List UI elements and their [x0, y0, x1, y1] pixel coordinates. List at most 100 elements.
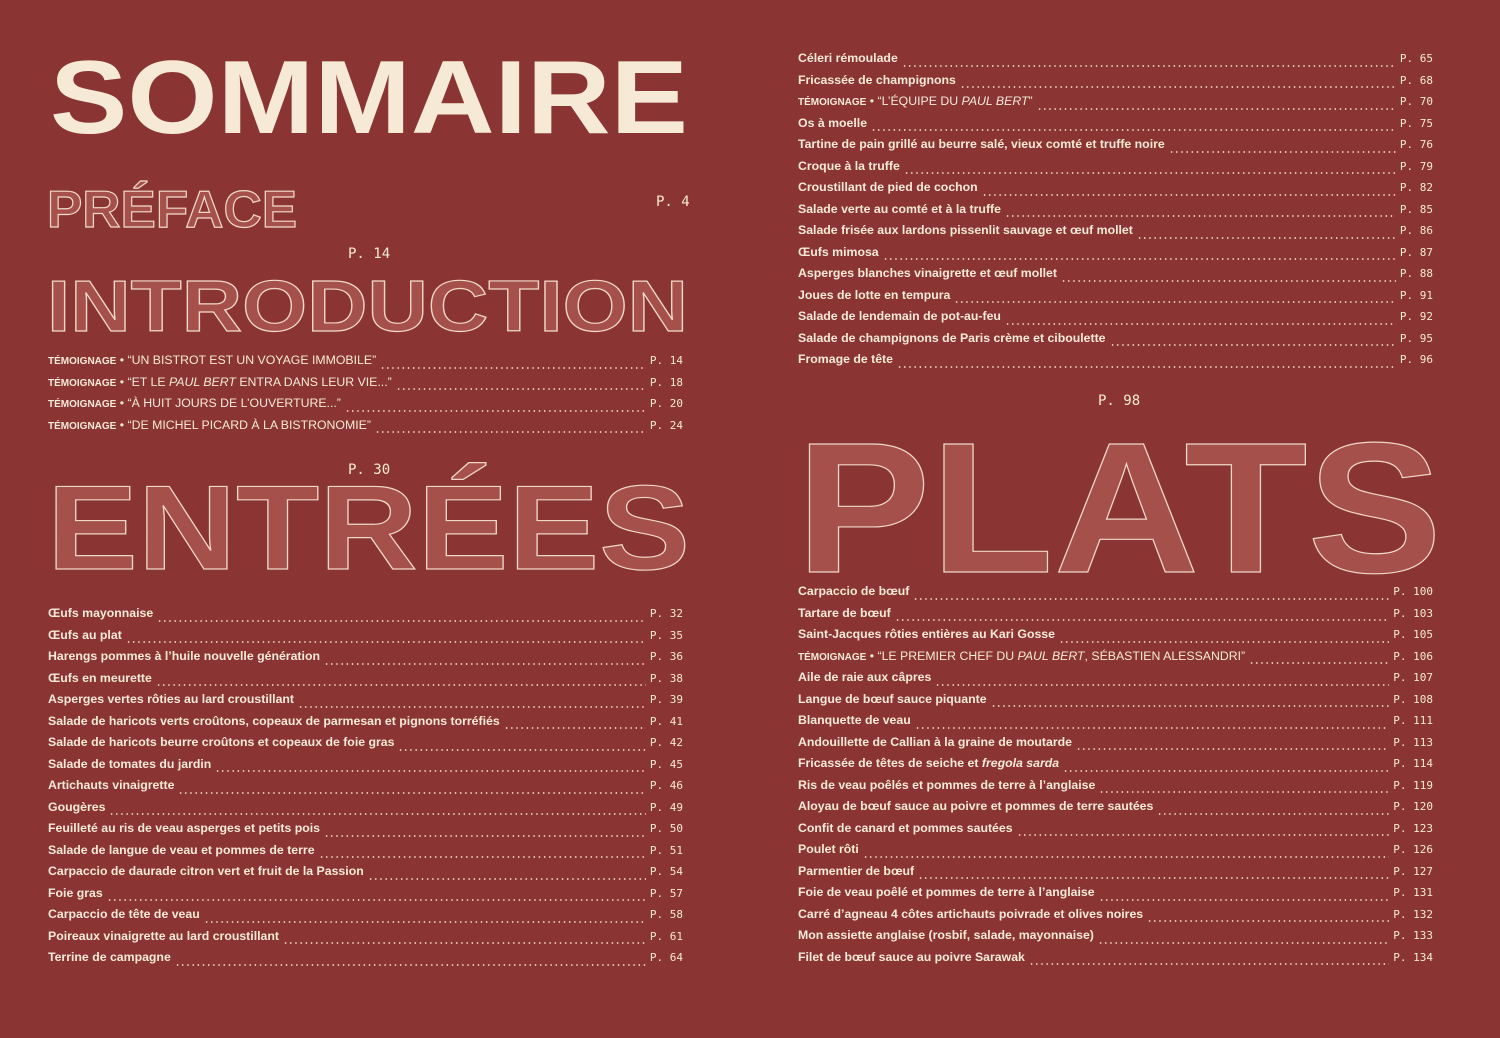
dot-leader — [1099, 791, 1390, 793]
dot-leader — [503, 727, 646, 729]
toc-entry-text: Os à moelle — [798, 115, 868, 130]
dot-leader — [380, 366, 646, 369]
testimony-tag: TÉMOIGNAGE — [798, 651, 867, 663]
toc-entry-page: P. 65 — [1399, 52, 1433, 65]
toc-entry-page: P. 54 — [649, 865, 683, 878]
toc-entry-label: Carpaccio de bœuf — [798, 584, 909, 598]
toc-entry-label: TÉMOIGNAGE • “DE MICHEL PICARD À LA BIST… — [48, 418, 371, 432]
toc-entry-page: P. 95 — [1399, 331, 1433, 345]
toc-entry-page: P. 92 — [1399, 310, 1433, 323]
dot-leader — [1168, 150, 1396, 153]
toc-entry-label: Saint-Jacques rôties entières au Kari Go… — [798, 627, 1055, 641]
toc-entry-page: P. 114 — [1393, 757, 1433, 770]
toc-entry-label: Blanquette de veau — [798, 713, 911, 727]
toc-entry: Carpaccio de tête de veau P. 58 — [48, 907, 683, 929]
toc-entry-page: P. 131 — [1393, 886, 1433, 899]
toc-entry: Croustillant de pied de cochon P. 82 — [798, 180, 1433, 202]
toc-entry-text: , SÉBASTIEN ALESSANDRI” — [1084, 648, 1246, 663]
toc-entry-label: Poulet rôti — [798, 842, 859, 856]
toc-entry-page: P. 85 — [1399, 202, 1433, 216]
toc-entry-page: P. 134 — [1393, 950, 1433, 964]
dot-leader — [1097, 941, 1390, 944]
dot-leader — [1036, 107, 1396, 110]
dot-leader — [318, 856, 646, 858]
dot-leader — [174, 963, 646, 966]
toc-entry-text: PAUL BERT — [961, 94, 1029, 108]
toc-entry-label: Œufs en meurette — [48, 671, 152, 685]
toc-entry-page: P. 127 — [1393, 864, 1433, 878]
toc-entry-page: P. 107 — [1393, 671, 1433, 684]
toc-entry-label: TÉMOIGNAGE • “ET LE PAUL BERT ENTRA DANS… — [48, 375, 392, 389]
toc-entry-text: Langue de bœuf sauce piquante — [798, 691, 987, 706]
dot-leader — [1147, 920, 1390, 922]
toc-entry: Parmentier de bœuf P. 127 — [798, 864, 1433, 886]
dot-leader — [894, 619, 1390, 621]
toc-entry-page: P. 79 — [1399, 159, 1433, 173]
toc-entry-text: Feuilleté au ris de veau asperges et pet… — [48, 821, 320, 835]
introduction-page: P. 14 — [348, 246, 391, 262]
toc-entry-text: Confit de canard et pommes sautées — [798, 820, 1013, 835]
toc-entry-label: Œufs mimosa — [798, 245, 879, 259]
toc-entry-text: Aile de raie aux câpres — [798, 670, 932, 684]
toc-entry: Fricassée de champignons P. 68 — [798, 73, 1433, 95]
toc-entry-label: Terrine de campagne — [48, 950, 171, 964]
toc-entry-text: Artichauts vinaigrette — [48, 778, 175, 792]
toc-entry: Fromage de tête P. 96 — [798, 352, 1433, 374]
toc-entry: Joues de lotte en tempura P. 91 — [798, 288, 1433, 310]
toc-entry-text: Tartine de pain grillé au beurre salé, v… — [798, 137, 1165, 151]
toc-entry-label: Andouillette de Callian à la graine de m… — [798, 735, 1072, 749]
toc-entry-label: Croque à la truffe — [798, 159, 900, 173]
dot-leader — [367, 877, 646, 880]
toc-entry: Carpaccio de daurade citron vert et frui… — [48, 864, 683, 886]
toc-entry-label: Filet de bœuf sauce au poivre Sarawak — [798, 950, 1025, 964]
plats-page: P. 98 — [1098, 393, 1141, 409]
toc-entry: TÉMOIGNAGE • “UN BISTROT EST UN VOYAGE I… — [48, 353, 683, 375]
toc-entry-page: P. 123 — [1393, 821, 1433, 835]
toc-entry-text: Œufs en meurette — [48, 670, 152, 685]
toc-entry-label: Tartine de pain grillé au beurre salé, v… — [798, 137, 1165, 151]
toc-entry-text: Asperges vertes rôties au lard croustill… — [48, 692, 295, 706]
toc-entry: Poulet rôti P. 126 — [798, 842, 1433, 864]
toc-entry-page: P. 88 — [1399, 267, 1433, 280]
toc-entry: Tartine de pain grillé au beurre salé, v… — [798, 137, 1433, 159]
dot-leader — [1016, 834, 1390, 836]
toc-entry: Foie gras P. 57 — [48, 886, 683, 908]
dot-leader — [1249, 662, 1390, 664]
toc-entry: TÉMOIGNAGE • “LE PREMIER CHEF DU PAUL BE… — [798, 649, 1433, 671]
toc-entry-text: PAUL BERT — [1017, 648, 1085, 663]
toc-entry-page: P. 96 — [1399, 353, 1433, 366]
toc-entry-page: P. 50 — [649, 822, 683, 835]
toc-entry-text: Fricassée de têtes de seiche et — [798, 756, 982, 770]
toc-entry-page: P. 106 — [1393, 649, 1433, 663]
toc-entry-text: Salade de haricots verts croûtons, copea… — [48, 713, 500, 728]
toc-entry-page: P. 119 — [1393, 778, 1433, 792]
toc-entry-page: P. 41 — [649, 714, 683, 728]
toc-entry: Terrine de campagne P. 64 — [48, 950, 683, 972]
testimony-tag: TÉMOIGNAGE — [48, 356, 117, 367]
toc-entry-text: Harengs pommes à l’huile nouvelle généra… — [48, 649, 320, 663]
toc-entry-text: Fricassée de champignons — [798, 72, 956, 87]
section-title-entrees: ENTRÉES — [46, 461, 691, 595]
toc-entry-label: Salade verte au comté et à la truffe — [798, 202, 1001, 216]
toc-entry-text: Carpaccio de bœuf — [798, 584, 910, 598]
toc-entry: Saint-Jacques rôties entières au Kari Go… — [798, 627, 1433, 649]
toc-entry: Os à moelle P. 75 — [798, 116, 1433, 138]
toc-entry-text: Aloyau de bœuf sauce au poivre et pommes… — [798, 799, 1154, 813]
dot-leader — [178, 791, 646, 794]
dot-leader — [1028, 963, 1390, 965]
toc-entry-text: Mon assiette anglaise (rosbif, salade, m… — [798, 928, 1094, 942]
toc-entry-text: Poulet rôti — [798, 842, 859, 856]
toc-entry-label: Os à moelle — [798, 116, 867, 130]
toc-entry-label: Œufs au plat — [48, 628, 122, 642]
toc-entry-label: Asperges blanches vinaigrette et œuf mol… — [798, 266, 1057, 280]
toc-entry-text: ” — [1028, 94, 1033, 108]
toc-entry-label: Feuilleté au ris de veau asperges et pet… — [48, 821, 320, 835]
dot-leader — [1063, 769, 1390, 772]
section-title-preface: PRÉFACE — [46, 181, 297, 239]
toc-entry-text: • “LE PREMIER CHEF DU — [866, 648, 1018, 663]
toc-entry-label: Œufs mayonnaise — [48, 606, 153, 620]
dot-leader — [981, 193, 1396, 196]
toc-entry-page: P. 120 — [1393, 800, 1433, 813]
toc-entry: Aile de raie aux câpres P. 107 — [798, 670, 1433, 692]
dot-leader — [398, 748, 646, 751]
